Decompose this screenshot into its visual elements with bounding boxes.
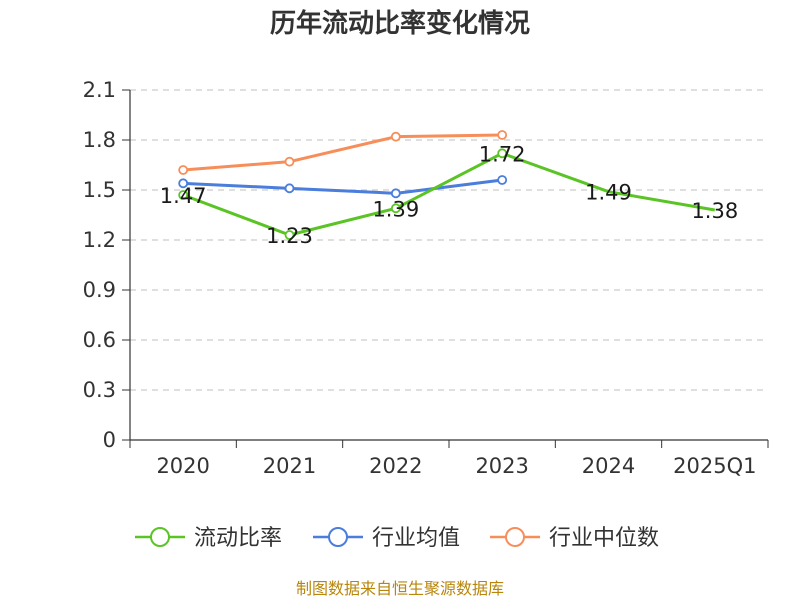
y-tick-label: 1.2 [83, 228, 116, 252]
y-axis-ticks: 0 0.3 0.6 0.9 1.2 1.5 1.8 2.1 [83, 78, 130, 452]
legend-marker [150, 527, 170, 547]
data-label: 1.38 [691, 199, 738, 223]
x-axis-ticks: 2020 2021 2022 2023 2024 2025Q1 [129, 440, 769, 478]
data-point [284, 183, 295, 194]
legend-marker [328, 527, 348, 547]
data-point [178, 165, 189, 175]
data-point [178, 190, 189, 200]
legend[interactable]: 流动比率 行业均值 行业中位数 [135, 526, 659, 551]
legend-label: 行业均值 [372, 526, 460, 551]
x-tick-label: 2025Q1 [673, 454, 756, 478]
y-tick-label: 1.8 [83, 128, 116, 152]
chart-title: 历年流动比率变化情况 [270, 8, 530, 39]
data-point [284, 156, 295, 167]
data-point [284, 230, 295, 240]
y-tick-label: 0.9 [83, 278, 116, 302]
y-tick-label: 0.3 [83, 378, 116, 402]
x-tick-label: 2022 [369, 454, 422, 478]
data-point [497, 175, 508, 185]
data-label: 1.72 [479, 142, 526, 166]
data-point [497, 148, 508, 159]
data-point [390, 131, 401, 142]
data-point [497, 130, 508, 140]
x-tick-label: 2021 [263, 454, 316, 478]
series-group [178, 130, 716, 240]
x-tick-label: 2024 [582, 454, 635, 478]
data-label: 1.47 [160, 184, 207, 208]
legend-label: 行业中位数 [549, 526, 659, 551]
series-line-0 [182, 151, 716, 237]
data-labels: 1.47 1.23 1.39 1.72 1.49 1.38 [160, 142, 738, 248]
data-label: 1.39 [372, 197, 419, 221]
y-tick-label: 1.5 [83, 178, 116, 202]
series-line-2 [183, 133, 503, 172]
source-note: 制图数据来自恒生聚源数据库 [296, 579, 504, 598]
data-label: 1.23 [266, 224, 313, 248]
grid-lines [130, 89, 768, 391]
x-tick-label: 2023 [475, 454, 528, 478]
y-tick-label: 2.1 [83, 78, 116, 102]
data-label: 1.49 [585, 181, 632, 205]
data-point [390, 203, 401, 214]
legend-marker [505, 527, 525, 547]
data-point [390, 188, 401, 199]
legend-label: 流动比率 [194, 526, 282, 551]
x-tick-label: 2020 [156, 454, 209, 478]
y-tick-label: 0 [103, 428, 116, 452]
axes [129, 90, 768, 441]
data-point [178, 178, 189, 189]
series-line-1 [183, 178, 503, 195]
y-tick-label: 0.6 [83, 328, 116, 352]
